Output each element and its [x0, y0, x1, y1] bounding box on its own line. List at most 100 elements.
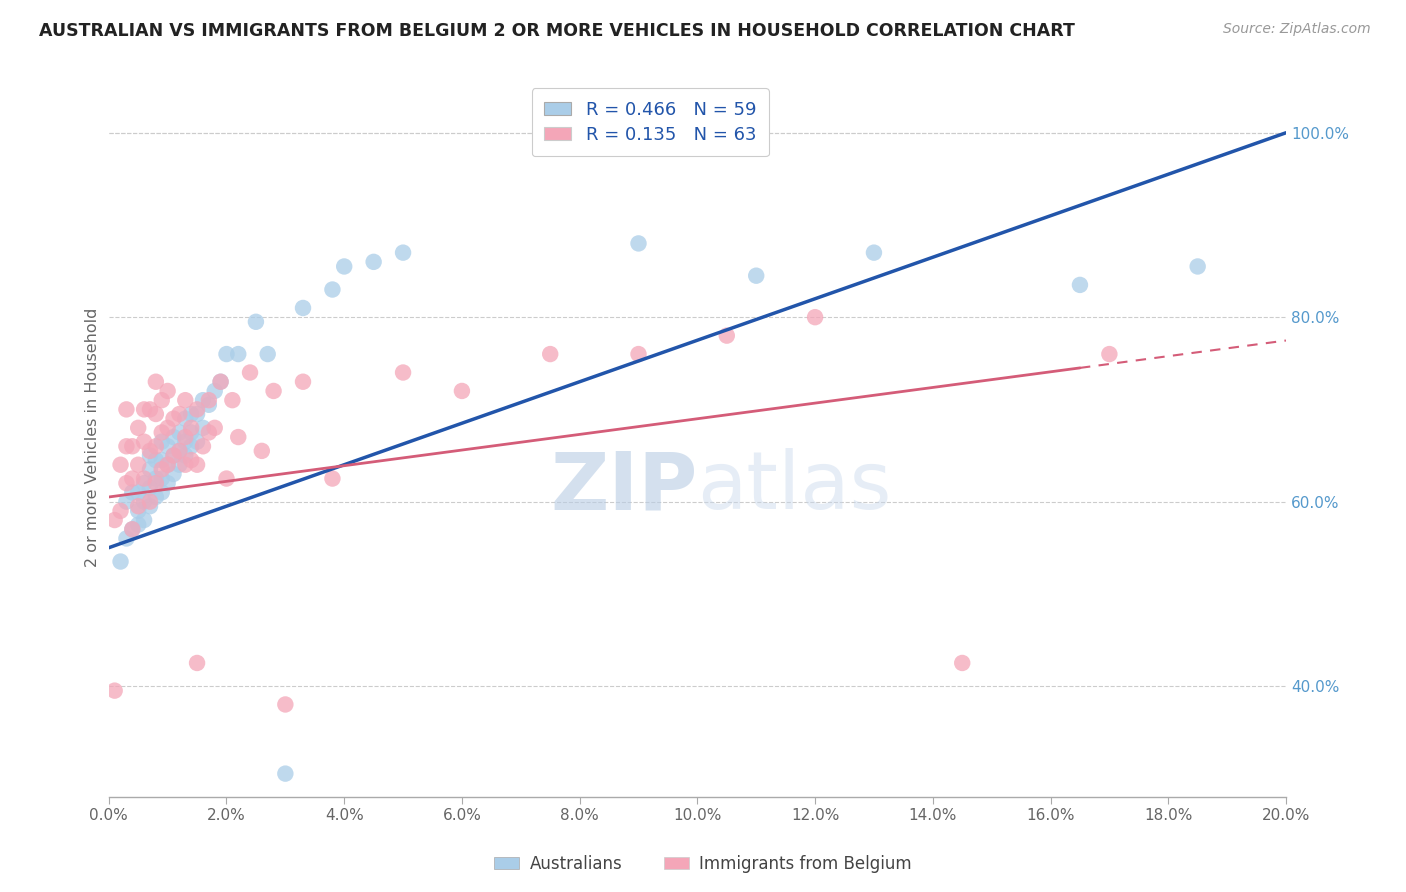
Point — [156, 458, 179, 472]
Point — [186, 458, 208, 472]
Point — [863, 245, 886, 260]
Point — [226, 430, 249, 444]
Point — [239, 366, 262, 380]
Point — [145, 471, 167, 485]
Point — [186, 402, 208, 417]
Point — [245, 315, 267, 329]
Point — [121, 522, 143, 536]
Point — [321, 471, 343, 485]
Point — [180, 421, 202, 435]
Point — [132, 402, 155, 417]
Point — [169, 458, 191, 472]
Point — [132, 476, 155, 491]
Point — [169, 407, 191, 421]
Point — [1069, 277, 1091, 292]
Point — [115, 476, 138, 491]
Point — [169, 443, 191, 458]
Point — [127, 458, 149, 472]
Point — [198, 425, 221, 440]
Point — [451, 384, 474, 398]
Point — [156, 439, 179, 453]
Point — [263, 384, 285, 398]
Point — [156, 476, 179, 491]
Point — [209, 375, 232, 389]
Point — [256, 347, 278, 361]
Point — [1187, 260, 1209, 274]
Point — [139, 481, 162, 495]
Point — [145, 375, 167, 389]
Point — [121, 471, 143, 485]
Point — [145, 407, 167, 421]
Point — [139, 494, 162, 508]
Point — [132, 494, 155, 508]
Point — [1098, 347, 1121, 361]
Point — [174, 434, 197, 449]
Point — [162, 430, 184, 444]
Point — [139, 500, 162, 514]
Point — [180, 407, 202, 421]
Text: Source: ZipAtlas.com: Source: ZipAtlas.com — [1223, 22, 1371, 37]
Point — [198, 393, 221, 408]
Point — [226, 347, 249, 361]
Point — [115, 532, 138, 546]
Point — [162, 467, 184, 481]
Point — [115, 439, 138, 453]
Point — [139, 449, 162, 463]
Point — [191, 393, 214, 408]
Point — [132, 513, 155, 527]
Point — [110, 504, 132, 518]
Point — [110, 555, 132, 569]
Point — [186, 407, 208, 421]
Point — [186, 434, 208, 449]
Point — [121, 439, 143, 453]
Point — [156, 384, 179, 398]
Point — [392, 245, 415, 260]
Point — [162, 449, 184, 463]
Point — [292, 375, 315, 389]
Point — [127, 500, 149, 514]
Point — [174, 393, 197, 408]
Point — [204, 421, 226, 435]
Point — [186, 656, 208, 670]
Point — [150, 434, 173, 449]
Point — [215, 347, 238, 361]
Point — [127, 504, 149, 518]
Point — [292, 301, 315, 315]
Point — [274, 766, 297, 780]
Point — [145, 490, 167, 504]
Point — [180, 453, 202, 467]
Point — [215, 471, 238, 485]
Point — [191, 421, 214, 435]
Point — [150, 453, 173, 467]
Point — [174, 411, 197, 425]
Y-axis label: 2 or more Vehicles in Household: 2 or more Vehicles in Household — [86, 308, 100, 566]
Legend: Australians, Immigrants from Belgium: Australians, Immigrants from Belgium — [488, 848, 918, 880]
Point — [180, 425, 202, 440]
Point — [538, 347, 561, 361]
Point — [139, 402, 162, 417]
Point — [250, 443, 273, 458]
Point — [139, 462, 162, 476]
Point — [150, 425, 173, 440]
Point — [274, 698, 297, 712]
Point — [121, 522, 143, 536]
Point — [127, 517, 149, 532]
Point — [198, 398, 221, 412]
Point — [150, 485, 173, 500]
Point — [127, 421, 149, 435]
Point — [169, 425, 191, 440]
Point — [204, 384, 226, 398]
Point — [156, 458, 179, 472]
Point — [950, 656, 973, 670]
Point — [333, 260, 356, 274]
Point — [392, 366, 415, 380]
Point — [209, 375, 232, 389]
Point — [132, 471, 155, 485]
Point — [156, 421, 179, 435]
Point — [104, 683, 127, 698]
Point — [174, 430, 197, 444]
Text: atlas: atlas — [697, 449, 891, 526]
Point — [745, 268, 768, 283]
Point — [115, 494, 138, 508]
Point — [191, 439, 214, 453]
